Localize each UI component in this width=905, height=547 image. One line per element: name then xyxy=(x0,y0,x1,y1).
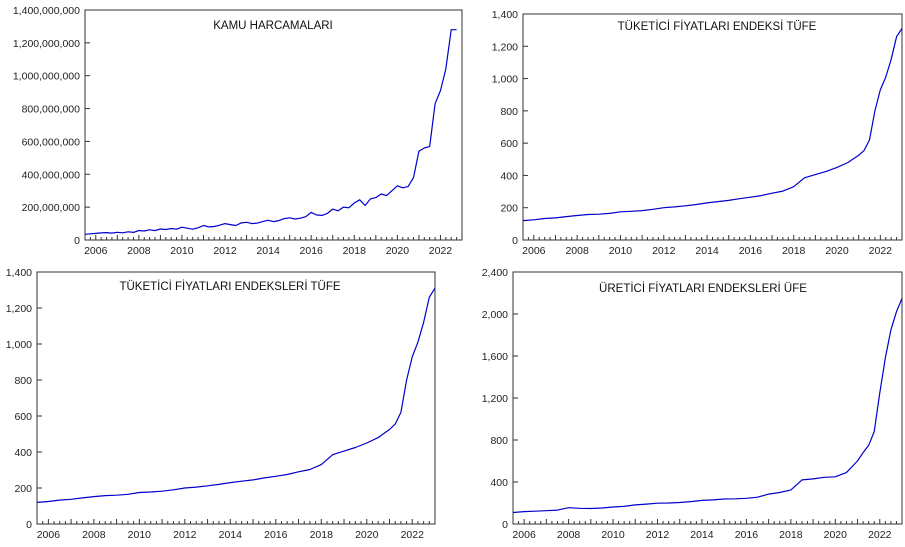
x-tick-label: 2018 xyxy=(310,529,334,541)
plot-frame xyxy=(512,271,903,525)
chart-title: KAMU HARCAMALARI xyxy=(213,20,333,32)
x-axis: 2006 2008 2010 2012 2014 2016 2018 2020 2022 xyxy=(36,519,436,541)
x-tick-label: 2020 xyxy=(825,245,849,257)
chart-panel-tufe-endeksleri: TÜKETİCİ FİYATLARI ENDEKSLERİ TÜFE 0 200 4… xyxy=(6,267,436,541)
x-tick-label: 2018 xyxy=(779,529,803,541)
y-tick-label: 400 xyxy=(490,477,508,489)
x-axis: 2006 2008 2010 2012 2014 2016 2018 2020 2022 xyxy=(512,519,903,541)
x-tick-label: 2014 xyxy=(219,529,243,541)
x-tick-label: 2016 xyxy=(735,529,759,541)
x-tick-label: 2012 xyxy=(646,529,670,541)
series-layer xyxy=(84,29,457,235)
y-tick-label: 1,400,000,000 xyxy=(13,5,80,17)
y-tick-label: 800 xyxy=(490,435,508,447)
y-tick-label: 2,000 xyxy=(482,309,508,321)
y-axis: 0 200,000,000 400,000,000 600,000,000 800,00… xyxy=(13,5,90,247)
y-tick-label: 200,000,000 xyxy=(22,202,81,214)
y-tick-label: 600 xyxy=(500,138,518,150)
series-layer xyxy=(36,287,436,503)
series-line xyxy=(36,287,436,503)
x-tick-label: 2010 xyxy=(609,245,633,257)
y-tick-label: 800,000,000 xyxy=(22,104,81,116)
x-tick-label: 2018 xyxy=(343,245,367,257)
chart-title: TÜKETİCİ FİYATLARI ENDEKSLERİ TÜFE xyxy=(119,280,340,293)
y-tick-label: 800 xyxy=(500,106,518,118)
y-tick-label: 1,000 xyxy=(492,74,518,86)
plot-frame xyxy=(522,13,903,241)
y-tick-label: 0 xyxy=(26,519,32,531)
y-axis: 0 200 400 600 800 1,000 1,200 1,400 xyxy=(492,9,528,247)
x-axis: 2006 2008 2010 2012 2014 2016 2018 2020 2022 xyxy=(84,235,463,257)
y-tick-label: 0 xyxy=(502,519,508,531)
x-tick-label: 2012 xyxy=(173,529,197,541)
y-axis: 0 400 800 1,200 1,600 2,000 2,400 xyxy=(482,267,518,531)
x-tick-label: 2006 xyxy=(37,529,61,541)
y-tick-label: 400 xyxy=(500,170,518,182)
y-tick-label: 600 xyxy=(14,411,32,423)
x-tick-label: 2008 xyxy=(565,245,589,257)
series-line xyxy=(522,28,903,222)
x-tick-label: 2020 xyxy=(386,245,410,257)
series-line xyxy=(512,298,903,514)
x-tick-label: 2020 xyxy=(824,529,848,541)
x-tick-label: 2016 xyxy=(264,529,288,541)
x-tick-label: 2016 xyxy=(300,245,324,257)
y-tick-label: 1,200 xyxy=(492,41,518,53)
plot-frame xyxy=(84,9,463,241)
x-tick-label: 2022 xyxy=(868,529,892,541)
x-tick-label: 2006 xyxy=(512,529,536,541)
x-tick-label: 2014 xyxy=(690,529,714,541)
chart-title: ÜRETİCİ FİYATLARI ENDEKSLERİ ÜFE xyxy=(599,282,807,295)
y-tick-label: 1,400 xyxy=(6,267,32,279)
x-tick-label: 2008 xyxy=(557,529,581,541)
x-tick-label: 2010 xyxy=(601,529,625,541)
x-tick-label: 2014 xyxy=(256,245,280,257)
series-line xyxy=(84,29,457,235)
chart-title: TÜKETİCİ FİYATLARI ENDEKSİ TÜFE xyxy=(618,20,817,33)
y-tick-label: 1,200 xyxy=(482,393,508,405)
x-tick-label: 2010 xyxy=(170,245,194,257)
chart-panel-kamu-harcamalari: KAMU HARCAMALARI 0 200,000,000 400,000,000… xyxy=(13,5,463,257)
x-tick-label: 2008 xyxy=(127,245,151,257)
y-tick-label: 0 xyxy=(512,235,518,247)
y-axis: 0 200 400 600 800 1,000 1,200 1,400 xyxy=(6,267,42,531)
x-tick-label: 2012 xyxy=(652,245,676,257)
y-tick-label: 800 xyxy=(14,375,32,387)
x-tick-label: 2010 xyxy=(128,529,152,541)
series-layer xyxy=(522,28,903,222)
x-tick-label: 2022 xyxy=(429,245,453,257)
series-layer xyxy=(512,298,903,514)
x-tick-label: 2016 xyxy=(739,245,763,257)
x-tick-label: 2014 xyxy=(695,245,719,257)
y-tick-label: 1,200 xyxy=(6,303,32,315)
plot-frame xyxy=(36,271,436,525)
y-tick-label: 400,000,000 xyxy=(22,169,81,181)
x-tick-label: 2022 xyxy=(869,245,893,257)
y-tick-label: 400 xyxy=(14,447,32,459)
y-tick-label: 600,000,000 xyxy=(22,136,81,148)
y-tick-label: 200 xyxy=(500,203,518,215)
y-tick-label: 1,200,000,000 xyxy=(13,38,80,50)
x-tick-label: 2006 xyxy=(84,245,108,257)
y-tick-label: 200 xyxy=(14,483,32,495)
chart-panel-tufe: TÜKETİCİ FİYATLARI ENDEKSİ TÜFE 0 200 400 6… xyxy=(492,9,903,257)
x-axis: 2006 2008 2010 2012 2014 2016 2018 2020 2022 xyxy=(522,235,903,257)
x-tick-label: 2018 xyxy=(782,245,806,257)
y-tick-label: 1,400 xyxy=(492,9,518,21)
x-tick-label: 2008 xyxy=(82,529,106,541)
x-tick-label: 2012 xyxy=(213,245,237,257)
y-tick-label: 2,400 xyxy=(482,267,508,279)
y-tick-label: 1,000,000,000 xyxy=(13,71,80,83)
x-tick-label: 2022 xyxy=(401,529,425,541)
x-tick-label: 2006 xyxy=(522,245,546,257)
y-tick-label: 1,000 xyxy=(6,339,32,351)
y-tick-label: 0 xyxy=(74,235,80,247)
x-tick-label: 2020 xyxy=(355,529,379,541)
y-tick-label: 1,600 xyxy=(482,351,508,363)
chart-panel-ufe: ÜRETİCİ FİYATLARI ENDEKSLERİ ÜFE 0 400 800… xyxy=(482,267,903,541)
